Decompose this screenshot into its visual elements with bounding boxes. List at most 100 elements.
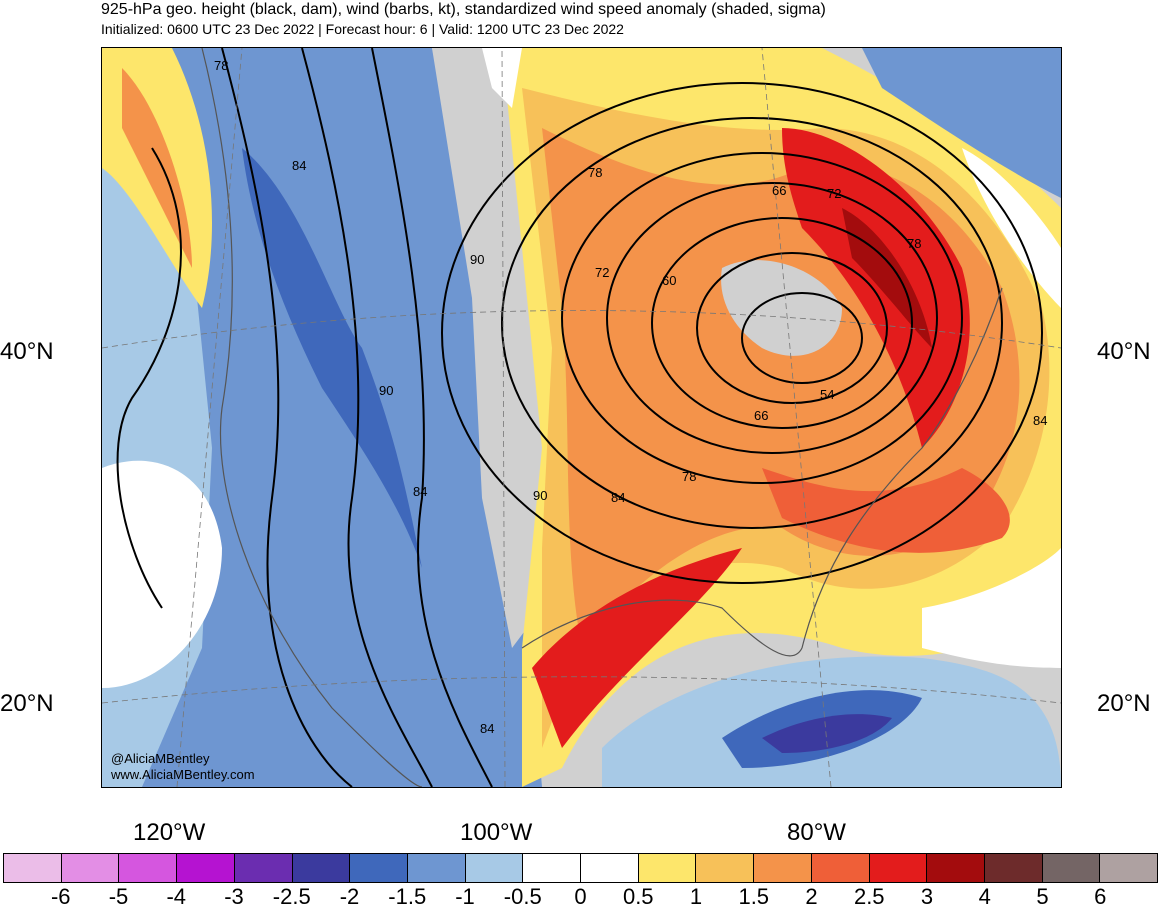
contour-label: 84 (413, 484, 428, 499)
colorbar-label: -6 (50, 884, 71, 909)
credit-handle: @AliciaMBentley (111, 751, 210, 766)
colorbar-label: 1.5 (738, 884, 770, 909)
contour-west-1 (221, 48, 353, 787)
graticule-lon-120 (176, 48, 243, 787)
lat-label-right-20: 20°N (1097, 690, 1151, 717)
colorbar-swatch (61, 854, 120, 882)
colorbar-label: -5 (108, 884, 129, 909)
contour-west-3 (371, 48, 493, 787)
colorbar-swatch (4, 854, 62, 882)
coastline-atlantic (801, 287, 1003, 649)
contour-label: 84 (611, 490, 626, 505)
forecast-map: 78 84 90 90 84 84 90 84 78 72 66 60 54 6… (101, 47, 1062, 788)
colorbar-swatch (984, 854, 1043, 882)
anomaly-white-canada (482, 48, 522, 108)
contour-84 (501, 117, 1003, 529)
contour-72 (606, 182, 938, 454)
graticule-lon-100 (501, 48, 506, 787)
anomaly-gray-plains (432, 48, 542, 648)
contour-78 (561, 152, 963, 484)
colorbar-label: -2 (339, 884, 360, 909)
contour-54 (741, 292, 863, 384)
contour-label: 60 (662, 273, 677, 288)
colorbar-label: -2.5 (272, 884, 311, 909)
map-title: 925-hPa geo. height (black, dam), wind (… (101, 1, 826, 18)
contour-label: 84 (292, 158, 307, 173)
colorbar-label: 3 (920, 884, 934, 909)
contour-label: 66 (772, 183, 787, 198)
lat-label-right-40: 40°N (1097, 338, 1151, 365)
lat-label-left-40: 40°N (0, 338, 54, 365)
colorbar (3, 853, 1158, 883)
anomaly-navy-caribbean (762, 714, 892, 753)
colorbar-swatch (234, 854, 293, 882)
colorbar-label: 2 (805, 884, 818, 909)
contour-label: 54 (820, 387, 835, 402)
lon-label-100w: 100°W (460, 819, 533, 846)
anomaly-white-atlantic (922, 548, 1061, 668)
graticule-lat-20 (102, 676, 1061, 704)
graticule (102, 48, 1061, 787)
colorbar-swatch (523, 854, 582, 882)
colorbar-label: 6 (1094, 884, 1107, 909)
colorbar-swatch (696, 854, 755, 882)
contour-west-4 (116, 147, 182, 609)
contour-label: 78 (588, 165, 603, 180)
colorbar-label: 5 (1036, 884, 1049, 909)
contour-label: 90 (379, 383, 394, 398)
colorbar-swatch (869, 854, 928, 882)
coastlines (201, 48, 1003, 787)
colorbar-label: 0 (574, 884, 587, 909)
anomaly-gray-low (721, 260, 842, 356)
colorbar-swatch (581, 854, 639, 882)
colorbar-label: 0.5 (622, 884, 654, 909)
contour-66 (651, 217, 913, 429)
colorbar-swatch (754, 854, 812, 882)
contour-90 (441, 82, 1043, 584)
colorbar-swatch (292, 854, 351, 882)
contour-label: 84 (480, 721, 495, 736)
contour-60 (696, 252, 888, 404)
colorbar-label: -1 (455, 884, 475, 909)
contour-west-2 (301, 48, 433, 787)
contour-label: 90 (533, 488, 548, 503)
colorbar-swatch (350, 854, 408, 882)
contour-label: 78 (907, 236, 922, 251)
coastline-gulf (521, 599, 803, 657)
colorbar-label: 1 (689, 884, 703, 909)
lon-label-80w: 80°W (787, 819, 846, 846)
colorbar-label: -3 (224, 884, 244, 909)
colorbar-swatch (119, 854, 178, 882)
map-subtitle: Initialized: 0600 UTC 23 Dec 2022 | Fore… (101, 21, 624, 37)
anomaly-red-se (762, 468, 1010, 553)
colorbar-swatch (407, 854, 466, 882)
colorbar-label: -0.5 (503, 884, 542, 909)
contour-label: 84 (1033, 413, 1048, 428)
contour-label: 72 (827, 186, 842, 201)
contour-label: 90 (470, 252, 485, 267)
anomaly-orange-coast (122, 68, 192, 268)
forecast-map-graphic (102, 48, 1061, 787)
colorbar-swatch (465, 854, 524, 882)
colorbar-swatch (177, 854, 235, 882)
colorbar-swatch (638, 854, 697, 882)
contour-label: 78 (682, 469, 697, 484)
anomaly-blue-canada-ne (862, 48, 1061, 198)
colorbar-swatch (1042, 854, 1101, 882)
contour-label: 78 (214, 58, 229, 73)
colorbar-swatch (927, 854, 985, 882)
anomaly-white-pacific (102, 460, 222, 688)
anomaly-red-northeast (782, 128, 970, 448)
lon-label-120w: 120°W (133, 819, 206, 846)
coastline-pacific (201, 48, 423, 787)
colorbar-swatch (1100, 854, 1158, 882)
graticule-lon-80 (761, 48, 832, 787)
lat-label-left-20: 20°N (0, 690, 54, 717)
colorbar-label: -4 (166, 884, 187, 909)
anomaly-red-gulf (532, 548, 742, 748)
colorbar-label: -1.5 (388, 884, 427, 909)
anomaly-blue-dark-west (242, 148, 422, 568)
graticule-lat-40 (102, 310, 1061, 349)
credit-site: www.AliciaMBentley.com (111, 767, 255, 782)
height-contours (116, 48, 1043, 787)
